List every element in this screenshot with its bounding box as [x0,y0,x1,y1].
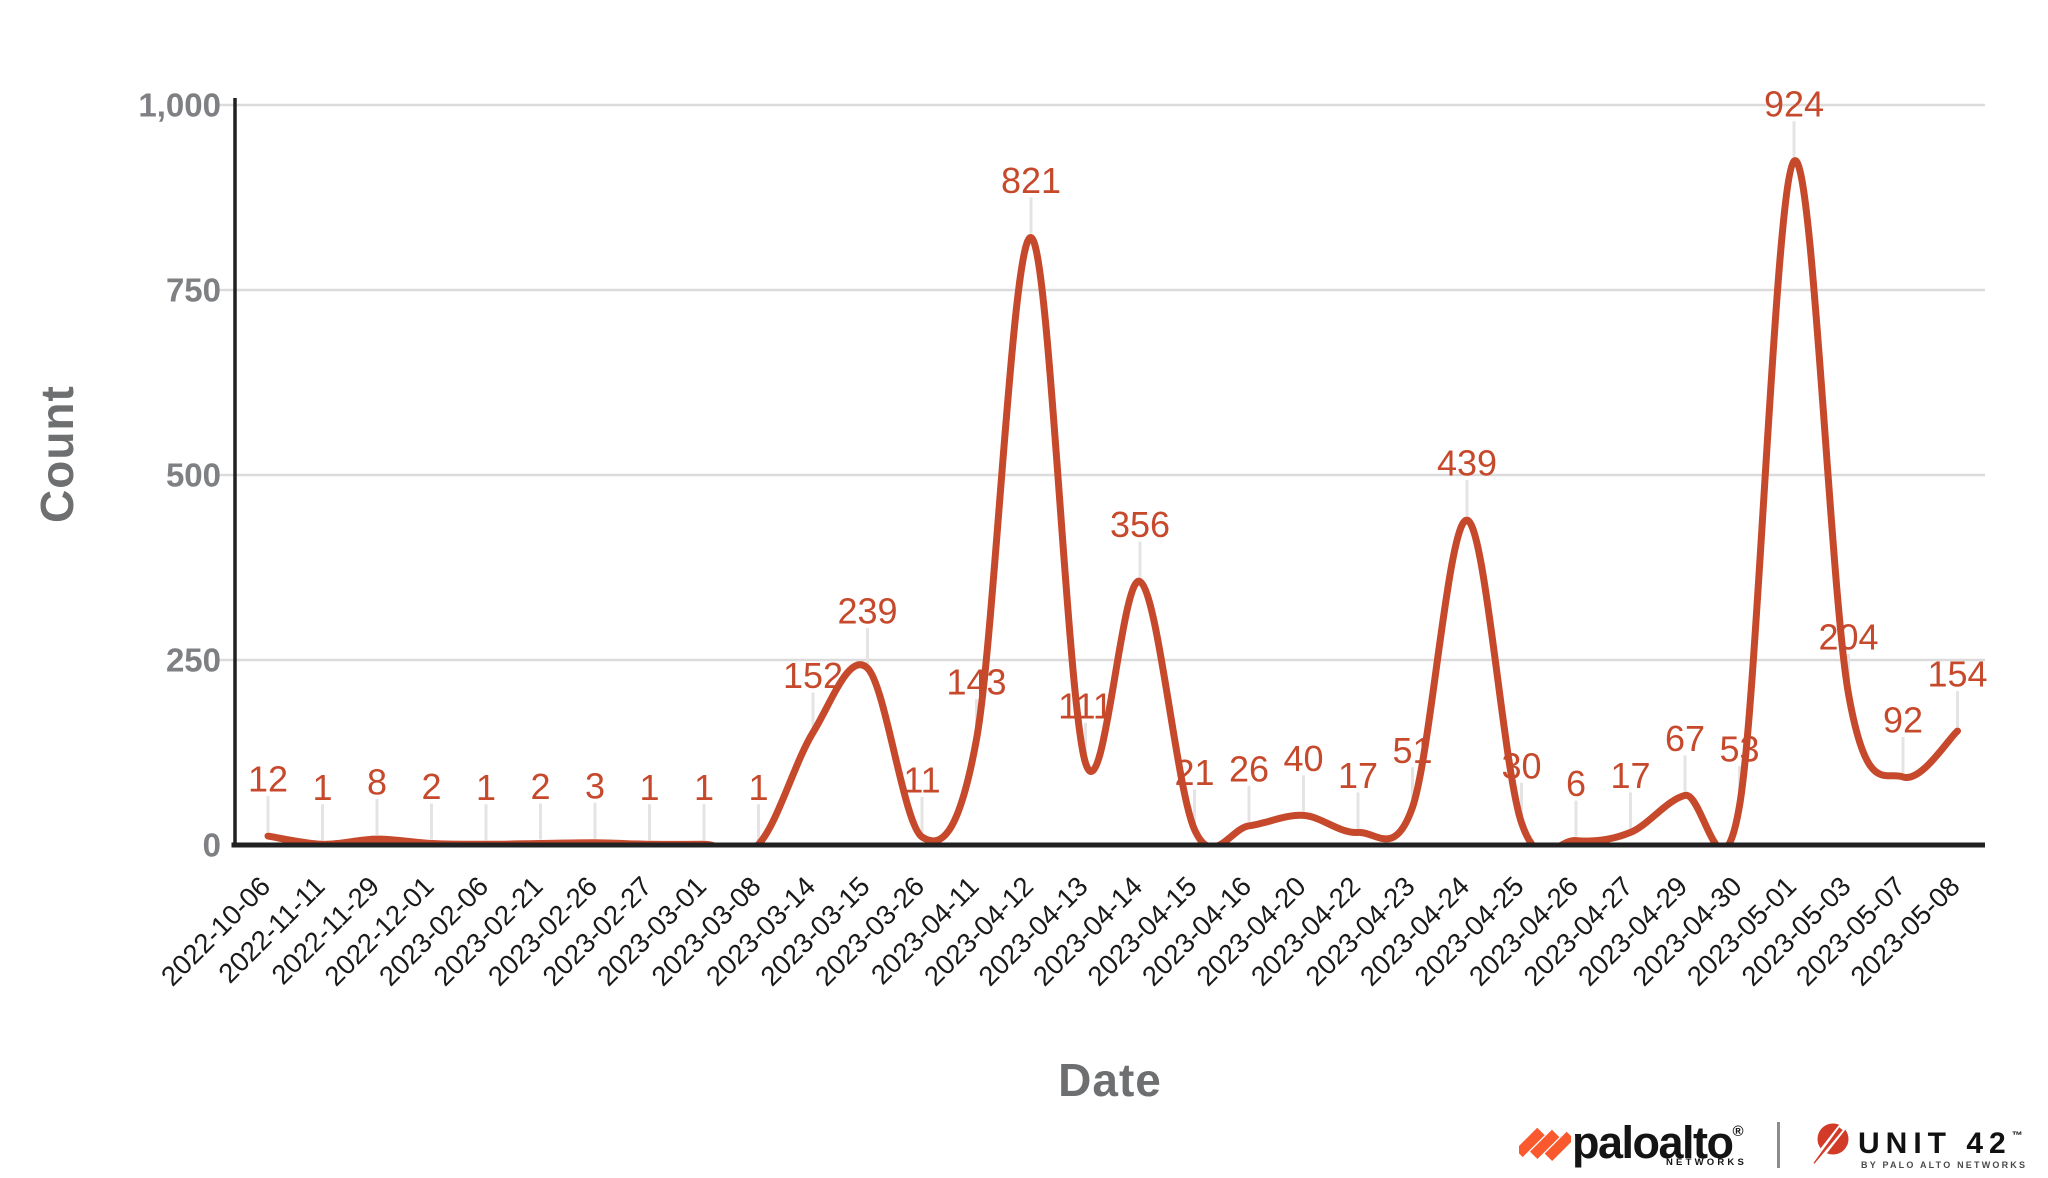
data-point-label: 17 [1610,755,1650,796]
data-point-label: 3 [585,765,605,806]
data-point-label: 17 [1338,755,1378,796]
y-tick-label: 1,000 [138,87,221,124]
data-point-label: 1 [312,767,332,808]
y-axis-title: Count [31,385,83,523]
data-point-label: 11 [903,759,940,800]
data-point-label: 12 [248,759,288,800]
data-point-label: 152 [783,655,843,696]
data-point-label: 1 [639,767,659,808]
unit42-wordmark: UNIT 42™ [1858,1127,2023,1160]
brand-divider [1777,1122,1780,1168]
data-point-label: 30 [1501,745,1541,786]
data-point-label: 924 [1764,84,1824,125]
data-point-label: 821 [1001,160,1061,201]
data-point-label: 40 [1283,738,1323,779]
footer-brand: paloalto® NETWORKS UNIT 42™ BY PALO ALTO… [0,1105,2048,1178]
data-point-label: 51 [1392,730,1432,771]
data-point-label: 1 [476,767,496,808]
data-point-label: 239 [837,591,897,632]
paloalto-logo-icon [1519,1127,1571,1162]
data-point-label: 439 [1437,443,1497,484]
y-tick-label: 250 [166,642,221,679]
paloalto-networks-label: NETWORKS [1666,1157,1748,1168]
data-point-label: 356 [1110,504,1170,545]
unit42-logo-icon [1813,1120,1853,1164]
data-point-label: 67 [1665,718,1705,759]
data-point-label: 92 [1883,699,1923,740]
y-tick-label: 500 [166,457,221,494]
trademark-mark: ™ [2011,1130,2023,1142]
data-point-label: 2 [530,766,550,807]
data-point-label: 26 [1229,748,1269,789]
data-point-label: 53 [1719,728,1759,769]
registered-mark: ® [1732,1123,1744,1140]
data-point-label: 143 [946,662,1006,703]
x-axis-title: Date [1058,1054,1162,1106]
count-series-line [264,157,1961,843]
data-point-label: 1 [694,767,714,808]
y-tick-label: 0 [203,827,221,864]
data-point-label: 154 [1927,654,1987,695]
data-point-label: 204 [1818,617,1878,658]
data-point-label: 111 [1058,685,1113,726]
data-point-label: 6 [1566,763,1586,804]
data-point-label: 2 [421,766,441,807]
data-point-label: 8 [367,762,387,803]
unit42-byline: BY PALO ALTO NETWORKS [1861,1160,2028,1170]
y-tick-label: 750 [166,272,221,309]
paloalto-wordmark: paloalto® [1572,1117,1744,1168]
data-point-label: 1 [748,767,768,808]
data-point-label: 21 [1174,752,1214,793]
